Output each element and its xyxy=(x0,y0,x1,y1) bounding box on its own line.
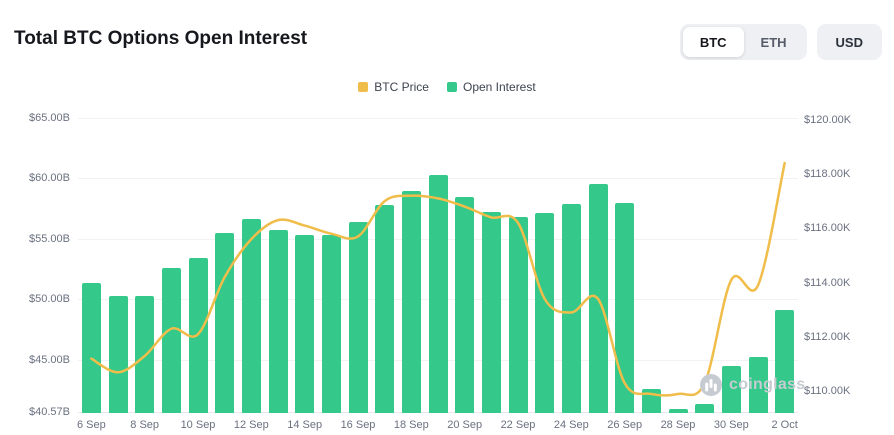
left-axis-labels: $65.00B $60.00B $55.00B $50.00B $45.00B $40.5… xyxy=(4,106,70,418)
open-interest-bar xyxy=(348,221,368,413)
gridline xyxy=(78,118,798,120)
right-axis-tick: $116.00K xyxy=(804,222,851,235)
left-axis-tick: $50.00B xyxy=(29,293,70,306)
header-controls: BTC ETH USD xyxy=(679,24,882,60)
open-interest-bar xyxy=(135,295,155,413)
open-interest-bar xyxy=(775,310,795,413)
left-axis-tick: $55.00B xyxy=(29,232,70,245)
x-axis-tick: 30 Sep xyxy=(713,419,749,431)
plot-area xyxy=(78,106,798,413)
legend-item-btc-price[interactable]: BTC Price xyxy=(358,80,429,94)
open-interest-bar xyxy=(535,213,555,413)
open-interest-bar xyxy=(81,283,101,413)
x-axis-labels: 6 Sep 8 Sep 10 Sep 12 Sep 14 Sep 16 Sep 18 Sep… xyxy=(76,419,798,433)
x-axis-tick: 6 Sep xyxy=(76,419,106,431)
btc-price-line xyxy=(90,161,786,397)
open-interest-bar xyxy=(401,190,421,413)
x-axis-tick: 16 Sep xyxy=(340,419,376,431)
coin-toggle-eth[interactable]: ETH xyxy=(744,27,804,57)
x-axis-tick: 10 Sep xyxy=(180,419,216,431)
chart-legend: BTC Price Open Interest xyxy=(0,80,894,94)
right-axis-tick: $112.00K xyxy=(804,330,851,343)
right-axis-labels: $120.00K $118.00K $116.00K $114.00K $112.00K… xyxy=(804,106,890,413)
open-interest-bar xyxy=(615,202,635,413)
currency-select-button[interactable]: USD xyxy=(816,24,882,60)
open-interest-bar xyxy=(695,404,715,413)
left-axis-tick: $45.00B xyxy=(29,353,70,366)
x-axis-tick: 12 Sep xyxy=(233,419,269,431)
x-axis-tick: 2 Oct xyxy=(771,419,798,431)
legend-label-btc-price: BTC Price xyxy=(374,80,429,94)
open-interest-bar xyxy=(428,174,448,413)
left-axis-tick: $40.57B xyxy=(29,406,70,418)
legend-label-open-interest: Open Interest xyxy=(462,80,536,94)
open-interest-bar xyxy=(295,235,315,413)
right-axis-tick: $118.00K xyxy=(804,167,851,180)
x-axis-tick: 18 Sep xyxy=(393,419,429,431)
left-axis-tick: $65.00B xyxy=(29,112,70,125)
open-interest-bar xyxy=(241,219,261,413)
left-axis-tick: $60.00B xyxy=(29,172,70,185)
legend-item-open-interest[interactable]: Open Interest xyxy=(446,80,536,94)
open-interest-bar xyxy=(161,267,181,413)
open-interest-bar xyxy=(561,203,581,413)
open-interest-bar xyxy=(375,205,395,413)
right-axis-tick: $120.00K xyxy=(804,113,852,126)
right-axis-tick: $114.00K xyxy=(804,276,851,289)
x-axis-tick: 24 Sep xyxy=(553,419,589,431)
open-interest-bar xyxy=(215,232,235,413)
page-title: Total BTC Options Open Interest xyxy=(14,28,308,49)
x-axis-tick: 22 Sep xyxy=(500,419,536,431)
x-axis-tick: 28 Sep xyxy=(660,419,696,431)
open-interest-bar xyxy=(748,357,768,413)
open-interest-bar xyxy=(321,235,341,413)
x-axis-tick: 8 Sep xyxy=(130,419,160,431)
open-interest-bar xyxy=(668,409,688,413)
open-interest-bar xyxy=(481,212,501,413)
x-axis-tick: 20 Sep xyxy=(447,419,483,431)
coin-toggle: BTC ETH xyxy=(679,24,807,60)
open-interest-bar xyxy=(721,365,741,413)
open-interest-swatch-icon xyxy=(446,82,457,92)
x-axis-tick: 26 Sep xyxy=(607,419,643,431)
open-interest-bar xyxy=(268,230,288,413)
right-axis-tick: $110.00K xyxy=(804,385,851,398)
coin-toggle-btc[interactable]: BTC xyxy=(682,27,744,57)
x-axis-tick: 14 Sep xyxy=(287,419,323,431)
btc-price-swatch-icon xyxy=(358,82,369,92)
open-interest-bar xyxy=(108,295,128,413)
open-interest-bar xyxy=(508,217,528,413)
open-interest-bar xyxy=(455,196,475,413)
